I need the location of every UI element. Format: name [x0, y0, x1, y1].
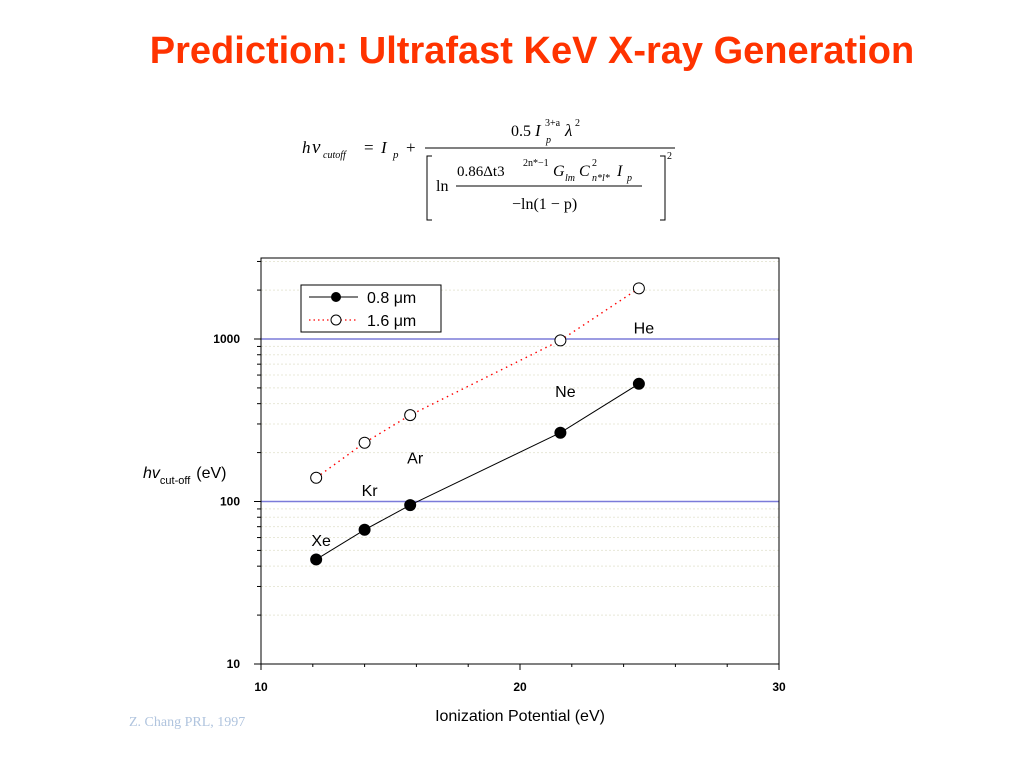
legend-label-1: 1.6 μm	[367, 313, 416, 330]
element-labels: Xe Kr Ar Ne He	[311, 320, 654, 550]
y-axis-label-main: hv	[143, 465, 161, 482]
data-point-series1-3	[554, 334, 567, 347]
data-series	[310, 282, 645, 566]
formula-ip: I	[380, 138, 388, 157]
formula-num-I: I	[534, 121, 542, 140]
formula-G: G	[553, 163, 565, 180]
formula-inner-den: −ln(1 − p)	[512, 196, 577, 213]
series-line-1	[315, 287, 640, 479]
data-point-series0-4	[632, 377, 645, 390]
formula-right-bracket	[660, 155, 666, 221]
element-label-he: He	[634, 320, 655, 337]
data-point-series1-0	[310, 471, 323, 484]
formula-I2: I	[616, 163, 623, 180]
legend: 0.8 μm 1.6 μm	[300, 284, 442, 333]
y-tick-label-100: 100	[220, 495, 240, 509]
x-tick-label-10: 10	[254, 680, 268, 694]
formula-num-lambda: λ	[564, 121, 572, 140]
element-label-ar: Ar	[407, 451, 424, 468]
formula-C: C	[579, 163, 590, 180]
formula-num-coef: 0.5	[511, 123, 531, 140]
formula-inner-coef: 0.86Δt3	[457, 164, 505, 180]
svg-text:hvcut-off(eV): hvcut-off (eV)	[143, 465, 227, 487]
legend-marker-1	[330, 314, 342, 326]
data-point-series0-3	[554, 426, 567, 439]
formula-num-lambda-sup: 2	[575, 118, 580, 129]
reference-lines	[261, 338, 779, 503]
formula-lhs-sub: cutoff	[323, 150, 347, 161]
x-tick-label-30: 30	[772, 680, 786, 694]
formula-lhs-h: h	[302, 138, 311, 157]
formula-I2-sub: p	[626, 173, 632, 184]
data-point-series1-1	[358, 436, 371, 449]
data-point-series0-0	[310, 553, 323, 566]
axis-ticks: 10 100 1000 10 20 30	[213, 260, 786, 694]
y-axis-label-unit: (eV)	[196, 465, 226, 482]
formula-num-sub: p	[545, 135, 551, 146]
formula-C-sup: 2	[592, 158, 597, 169]
x-axis-label: Ionization Potential (eV)	[435, 708, 605, 725]
citation: Z. Chang PRL, 1997	[129, 715, 246, 730]
y-axis-label: hvcut-off (eV)	[143, 465, 227, 487]
formula-left-bracket	[426, 155, 432, 221]
formula-ip-sub: p	[392, 149, 399, 161]
element-label-ne: Ne	[555, 384, 576, 401]
data-point-series1-2	[404, 409, 417, 422]
y-axis-label-sub: cut-off	[160, 475, 191, 487]
formula-C-sub: n*l*	[592, 173, 610, 184]
formula-ln: ln	[436, 178, 448, 195]
legend-label-0: 0.8 μm	[367, 290, 416, 307]
cutoff-formula: h ν cutoff = I p + 0.5 I 3+a p λ 2 2 ln …	[302, 118, 675, 221]
legend-marker-0	[331, 292, 341, 302]
formula-lhs-nu: ν	[312, 137, 321, 158]
formula-G-sub: lm	[565, 173, 575, 184]
y-tick-label-1000: 1000	[213, 332, 240, 346]
formula-plus: +	[406, 138, 416, 157]
formula-num-sup: 3+a	[545, 118, 561, 129]
x-tick-label-20: 20	[513, 680, 527, 694]
data-point-series0-2	[404, 499, 417, 512]
data-point-series1-4	[632, 282, 645, 295]
formula-outer-sup: 2	[667, 151, 672, 162]
element-label-xe: Xe	[311, 533, 331, 550]
legend-box	[300, 284, 442, 333]
data-point-series0-1	[358, 523, 371, 536]
slide-title: Prediction: Ultrafast KeV X-ray Generati…	[149, 30, 915, 72]
formula-eq: =	[364, 138, 374, 157]
element-label-kr: Kr	[362, 483, 379, 500]
y-tick-label-10: 10	[227, 657, 241, 671]
formula-inner-sup: 2n*−1	[523, 158, 549, 169]
